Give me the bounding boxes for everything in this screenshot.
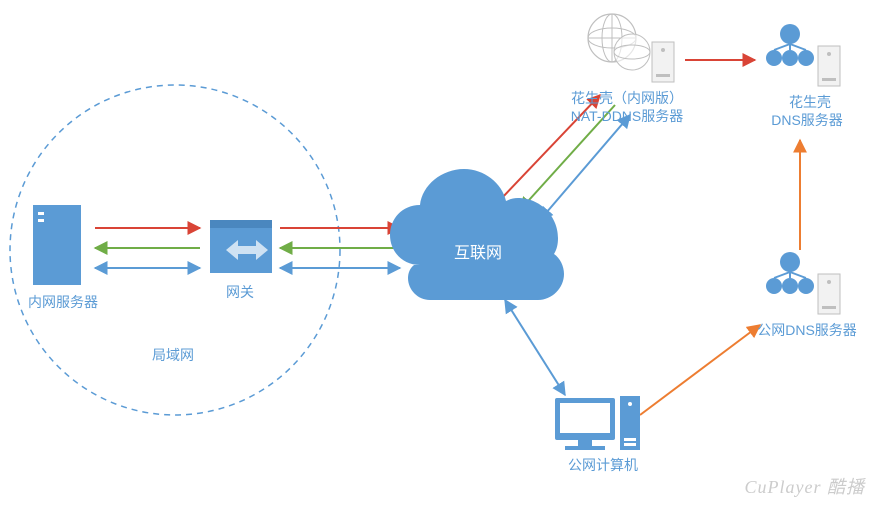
nat-ddns-icon (588, 14, 674, 82)
cloud-label: 互联网 (454, 244, 502, 262)
gateway-label: 网关 (226, 282, 254, 302)
public-pc-label: 公网计算机 (558, 455, 648, 475)
arrow-cloud-nat-blue (540, 115, 630, 220)
watermark-text: CuPlayer 酷播 (745, 473, 866, 499)
dns-server-icon (766, 24, 840, 86)
nat-ddns-label-2: NAT-DDNS服务器 (562, 106, 692, 126)
nat-ddns-label-1: 花生壳（内网版） (562, 88, 692, 108)
arrow-cloud-pc-blue (505, 300, 565, 395)
gateway-icon (210, 220, 272, 273)
internet-cloud-icon: 互联网 (390, 169, 564, 300)
dns-server-label-2: DNS服务器 (762, 110, 852, 130)
public-pc-icon (555, 396, 640, 450)
intranet-server-label: 内网服务器 (28, 292, 98, 312)
dns-server-label-1: 花生壳 (775, 92, 845, 112)
arrow-pc-pubdns-orange (640, 325, 760, 415)
public-dns-label: 公网DNS服务器 (752, 320, 862, 340)
intranet-server-icon (33, 205, 81, 285)
public-dns-icon (766, 252, 840, 314)
diagram-svg: 互联网 (0, 0, 877, 505)
lan-label: 局域网 (152, 345, 194, 365)
